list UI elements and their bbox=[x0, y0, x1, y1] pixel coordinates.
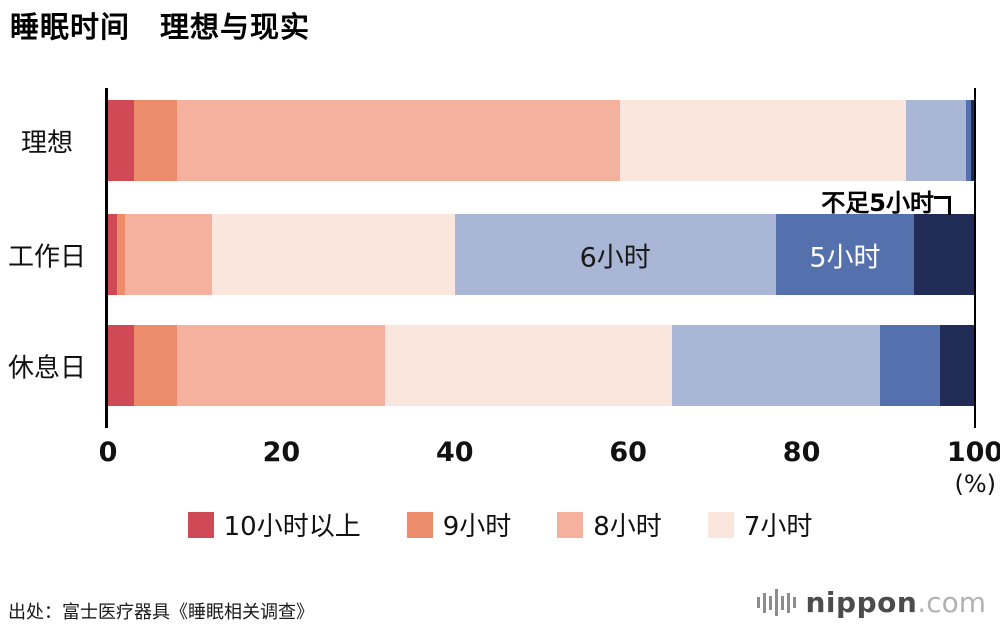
logo-bar bbox=[792, 597, 796, 608]
legend-label: 8小时 bbox=[593, 512, 662, 542]
x-tick-20: 20 bbox=[262, 437, 301, 468]
logo-bar bbox=[762, 592, 766, 613]
bar-segment-10小时以上 bbox=[108, 100, 134, 181]
bar-segment-9小时 bbox=[134, 100, 178, 181]
bar-segment-不足5小时 bbox=[914, 214, 975, 295]
x-tick-100: 100 bbox=[946, 437, 1000, 468]
bar-segment-6小时 bbox=[454, 214, 776, 295]
bar-segment-10小时以上 bbox=[108, 325, 134, 406]
x-axis-unit: (%) bbox=[954, 470, 996, 498]
bar-row-休息日 bbox=[108, 325, 975, 406]
logo-bar bbox=[774, 589, 778, 616]
bar-segment-5小时 bbox=[775, 214, 915, 295]
legend-swatch bbox=[707, 511, 734, 538]
y-axis-label-工作日: 工作日 bbox=[7, 242, 86, 272]
bar-segment-7小时 bbox=[212, 214, 455, 295]
legend-item-9小时: 9小时 bbox=[406, 506, 512, 543]
logo-text-com: .com bbox=[917, 586, 986, 619]
logo-bar bbox=[786, 592, 790, 613]
legend-label: 7小时 bbox=[743, 512, 813, 542]
bar-segment-8小时 bbox=[125, 214, 213, 295]
bar-row-工作日 bbox=[108, 214, 975, 295]
bar-segment-7小时 bbox=[619, 100, 906, 181]
x-tick-0: 0 bbox=[98, 437, 118, 468]
bar-segment-5小时 bbox=[879, 325, 941, 406]
bar-segment-7小时 bbox=[385, 325, 672, 406]
bar-segment-5小时 bbox=[966, 100, 971, 181]
segment-label-6小时: 6小时 bbox=[579, 242, 651, 273]
legend-item-8小时: 8小时 bbox=[557, 506, 662, 543]
y-axis-label-理想: 理想 bbox=[20, 128, 73, 158]
logo-bar bbox=[768, 595, 772, 610]
bar-segment-6小时 bbox=[671, 325, 880, 406]
legend-swatch bbox=[557, 511, 584, 538]
nippon-logo: nippon.com bbox=[756, 586, 987, 619]
nippon-logo-icon bbox=[756, 589, 796, 616]
bar-segment-9小时 bbox=[116, 214, 126, 295]
source-text: 出处：富士医疗器具《睡眠相关调查》 bbox=[8, 602, 314, 623]
bar-segment-9小时 bbox=[134, 325, 178, 406]
legend: 10小时以上 9小时 8小时 7小时 bbox=[0, 506, 1000, 543]
chart-title: 睡眠时间 理想与现实 bbox=[10, 10, 311, 44]
legend-item-10小时以上: 10小时以上 bbox=[187, 506, 361, 543]
annotation-connector-line bbox=[934, 196, 951, 215]
legend-label: 9小时 bbox=[442, 512, 512, 542]
segment-label-5小时: 5小时 bbox=[809, 242, 881, 273]
logo-bar bbox=[756, 597, 760, 608]
legend-label: 10小时以上 bbox=[223, 512, 361, 542]
bar-row-理想 bbox=[108, 100, 975, 181]
bar-segment-8小时 bbox=[177, 100, 620, 181]
legend-swatch bbox=[406, 511, 433, 538]
bar-segment-8小时 bbox=[177, 325, 386, 406]
nippon-logo-text: nippon.com bbox=[806, 586, 987, 619]
legend-item-7小时: 7小时 bbox=[707, 506, 813, 543]
bar-segment-不足5小时 bbox=[970, 100, 975, 181]
x-tick-80: 80 bbox=[782, 437, 821, 468]
logo-bar bbox=[780, 595, 784, 610]
x-tick-60: 60 bbox=[609, 437, 647, 468]
annotation-under-5h: 不足5小时 bbox=[821, 189, 934, 217]
legend-swatch bbox=[187, 511, 214, 538]
x-tick-40: 40 bbox=[436, 437, 474, 468]
bar-segment-6小时 bbox=[905, 100, 967, 181]
bar-segment-10小时以上 bbox=[108, 214, 117, 295]
y-axis-label-休息日: 休息日 bbox=[7, 353, 86, 383]
plot-area: 6小时 5小时 bbox=[105, 88, 976, 428]
logo-text-nippon: nippon bbox=[805, 586, 918, 619]
bar-segment-不足5小时 bbox=[940, 325, 975, 406]
